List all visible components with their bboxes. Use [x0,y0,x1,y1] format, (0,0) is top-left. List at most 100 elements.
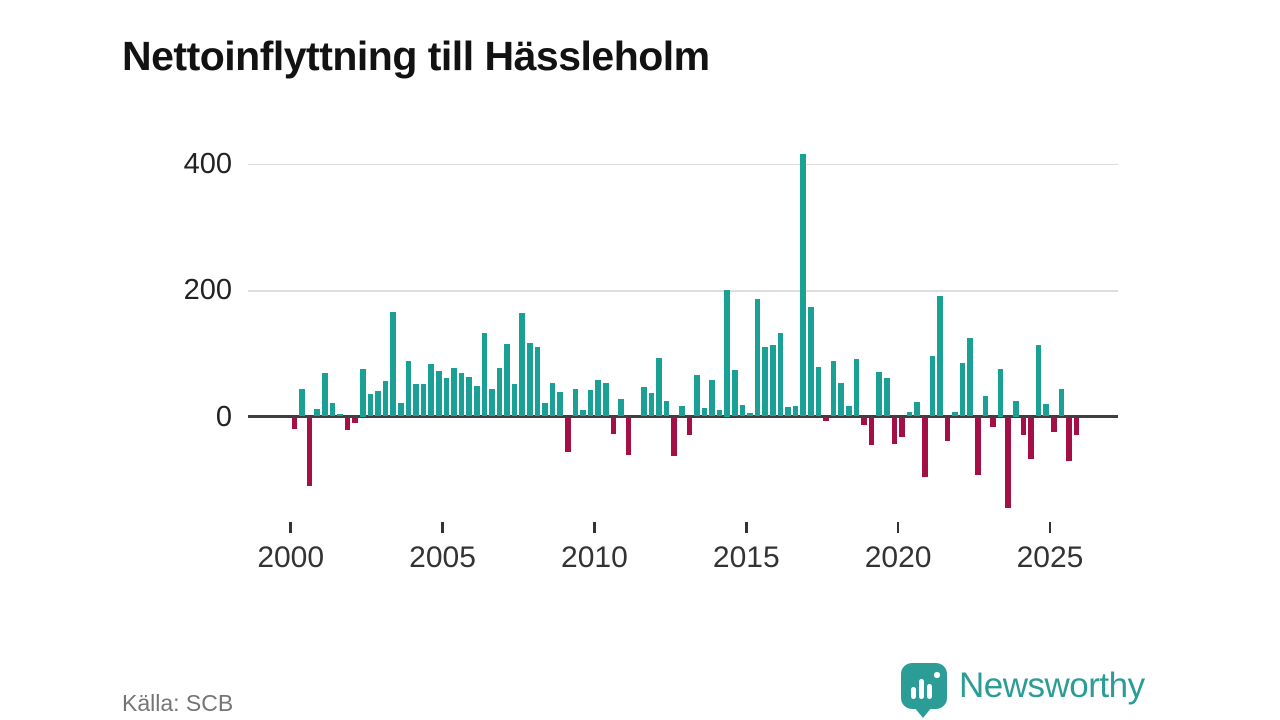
x-axis-baseline [248,415,1118,418]
bar-2022q3 [975,416,981,476]
bar-2010q3 [610,416,617,434]
x-tick-2000 [289,522,292,533]
bar-2011q1 [625,416,632,456]
bar-2023q4 [1013,400,1019,417]
x-tick-label-2000: 2000 [257,541,325,574]
bar-2014q4 [739,405,746,417]
bar-2007q4 [527,343,533,417]
logo-bar-icon [927,684,932,699]
bar-2020q4 [921,416,928,478]
bar-2012q1 [656,357,662,417]
bar-2003q1 [382,381,389,417]
bar-2007q1 [504,343,510,417]
bar-2016q2 [785,407,791,417]
bar-2019q1 [868,416,875,445]
bar-2018q3 [853,358,860,417]
bar-2019q4 [891,416,898,445]
bar-2000q4 [314,408,321,417]
bar-2022q2 [967,338,974,417]
bar-2018q4 [861,416,867,425]
bar-2013q3 [701,408,708,417]
bar-2002q4 [375,390,381,417]
bar-2010q2 [603,382,609,417]
bar-2013q1 [686,416,693,435]
logo-dot-icon [934,672,940,678]
bar-2021q3 [944,416,951,442]
bar-chart-pin-icon [901,663,947,718]
bar-2020q1 [899,416,905,438]
bar-2024q2 [1028,416,1034,459]
bar-2008q3 [549,382,556,417]
x-tick-2010 [593,522,596,533]
bar-2001q1 [322,373,328,417]
bar-2023q3 [1005,416,1012,509]
bar-2000q1 [291,416,298,430]
bar-2006q1 [473,386,480,417]
bar-2014q1 [716,410,723,417]
bar-2015q4 [770,345,776,417]
bar-2016q1 [777,333,784,417]
x-tick-2005 [441,522,444,533]
bar-2022q4 [982,396,989,417]
bar-2011q3 [640,386,647,417]
bar-2017q2 [815,366,822,417]
bar-2002q2 [360,369,366,417]
bar-2024q1 [1020,416,1027,435]
bar-2008q4 [557,391,564,417]
x-tick-label-2020: 2020 [864,541,932,574]
source-label: Källa: SCB [122,690,234,716]
brand-name: Newsworthy [959,666,1145,705]
bar-2001q4 [344,416,351,431]
bar-2012q3 [671,416,677,456]
bar-2007q3 [519,313,526,417]
bar-2004q3 [428,364,434,417]
logo-bar-icon [919,679,924,699]
bar-2000q2 [299,389,305,417]
gridline-400 [248,163,1118,165]
bar-2010q1 [595,380,601,417]
x-tick-label-2005: 2005 [409,541,476,574]
logo-bar-icon [911,687,916,699]
bar-2004q2 [420,383,427,417]
bar-2021q1 [929,355,936,417]
bar-2015q3 [762,346,769,417]
bar-2023q1 [990,416,996,428]
newsworthy-logo: Newsworthy [901,663,1145,718]
x-tick-2025 [1048,522,1052,533]
x-tick-2015 [745,522,748,533]
bar-2013q4 [709,380,715,417]
y-tick-label-400: 400 [183,147,232,180]
bar-2025q3 [1066,416,1072,461]
bar-2013q2 [694,374,700,417]
x-tick-label-2015: 2015 [712,541,780,574]
bar-2010q4 [618,399,624,417]
bar-2012q4 [678,406,685,417]
bar-2005q1 [443,377,450,417]
bar-2022q1 [959,363,966,417]
bar-2015q1 [747,412,753,417]
bar-2003q2 [390,312,396,417]
bar-2017q3 [823,416,829,421]
bar-2018q2 [845,405,852,417]
bar-2008q1 [534,346,541,417]
bar-2006q3 [489,389,495,417]
y-tick-label-200: 200 [183,274,232,306]
bar-2025q1 [1050,416,1057,433]
bar-2006q4 [496,368,503,417]
bar-2025q4 [1073,416,1080,435]
x-tick-label-2010: 2010 [561,541,628,574]
bar-2017q4 [830,361,837,417]
bar-2018q1 [838,382,844,417]
bar-2014q3 [732,369,738,417]
bar-2025q2 [1058,389,1065,417]
bar-2000q3 [306,416,313,487]
bar-2014q2 [724,290,731,417]
bar-2004q4 [435,370,442,417]
bar-2009q1 [565,416,571,452]
bar-2004q1 [413,384,419,417]
bar-2002q1 [352,416,359,423]
bar-2005q3 [458,373,465,417]
bar-2012q2 [663,401,670,417]
bar-2009q3 [580,410,586,417]
bar-2019q3 [883,377,890,417]
